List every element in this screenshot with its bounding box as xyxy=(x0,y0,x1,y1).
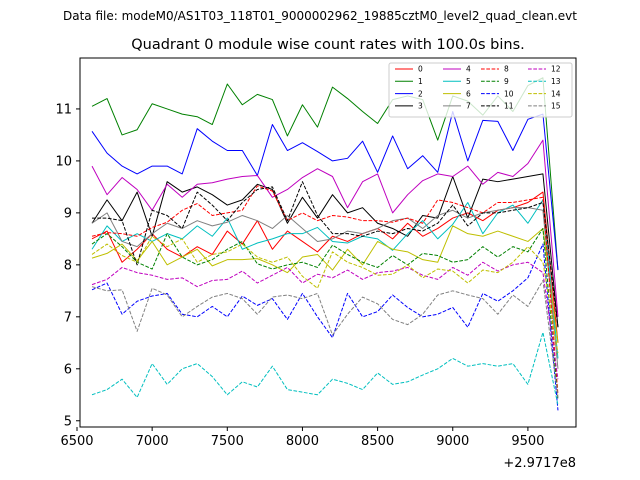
legend-label-0: 0 xyxy=(418,65,423,74)
chart-title: Quadrant 0 module wise count rates with … xyxy=(131,37,525,53)
legend-label-15: 15 xyxy=(551,102,561,111)
figure-suptitle: Data file: modeM0/AS1T03_118T01_90000029… xyxy=(63,9,577,23)
x-tick-label: 8500 xyxy=(361,434,394,449)
legend-label-8: 8 xyxy=(504,65,509,74)
legend-label-2: 2 xyxy=(418,89,423,98)
series-layer xyxy=(91,77,559,411)
series-line-3 xyxy=(91,173,559,328)
x-tick-label: 6500 xyxy=(60,434,93,449)
legend-label-4: 4 xyxy=(466,65,471,74)
y-tick-label: 8 xyxy=(64,258,72,273)
y-tick-label: 9 xyxy=(64,206,72,221)
legend-label-10: 10 xyxy=(504,89,514,98)
series-line-12 xyxy=(91,261,559,380)
legend-label-6: 6 xyxy=(466,89,471,98)
series-line-4 xyxy=(91,139,559,317)
x-axis: 6500 7000 7500 8000 8500 9000 9500 xyxy=(60,427,544,449)
x-tick-label: 8000 xyxy=(286,434,319,449)
x-tick-label: 9000 xyxy=(436,434,469,449)
series-line-9 xyxy=(91,227,559,401)
legend-label-9: 9 xyxy=(504,77,509,86)
legend-label-5: 5 xyxy=(466,77,471,86)
series-line-0 xyxy=(91,191,559,343)
series-line-14 xyxy=(91,235,559,354)
axes-frame xyxy=(79,57,577,428)
y-axis: 5 6 7 8 9 10 11 xyxy=(55,102,80,429)
legend-label-11: 11 xyxy=(504,102,514,111)
series-line-15 xyxy=(91,279,559,398)
series-line-8 xyxy=(91,185,559,395)
legend-label-13: 13 xyxy=(551,77,561,86)
series-line-2 xyxy=(91,111,559,271)
x-offset-label: +2.9717e8 xyxy=(503,456,576,471)
y-tick-label: 7 xyxy=(64,310,72,325)
legend-label-7: 7 xyxy=(466,102,471,111)
legend-label-1: 1 xyxy=(418,77,423,86)
x-tick-label: 9500 xyxy=(511,434,544,449)
legend-label-14: 14 xyxy=(551,89,561,98)
y-tick-label: 11 xyxy=(55,102,72,117)
y-tick-label: 5 xyxy=(64,414,72,429)
series-line-7 xyxy=(91,207,559,369)
y-tick-label: 10 xyxy=(55,154,72,169)
plot-area xyxy=(79,57,577,428)
legend-frame xyxy=(388,62,573,118)
x-tick-label: 7000 xyxy=(136,434,169,449)
x-tick-label: 7500 xyxy=(211,434,244,449)
series-line-6 xyxy=(91,225,559,343)
series-line-10 xyxy=(91,243,559,411)
series-line-5 xyxy=(91,199,559,359)
series-line-13 xyxy=(91,331,559,406)
series-line-11 xyxy=(92,181,559,328)
y-tick-label: 6 xyxy=(64,362,72,377)
legend-label-3: 3 xyxy=(418,102,423,111)
legend-label-12: 12 xyxy=(551,65,561,74)
